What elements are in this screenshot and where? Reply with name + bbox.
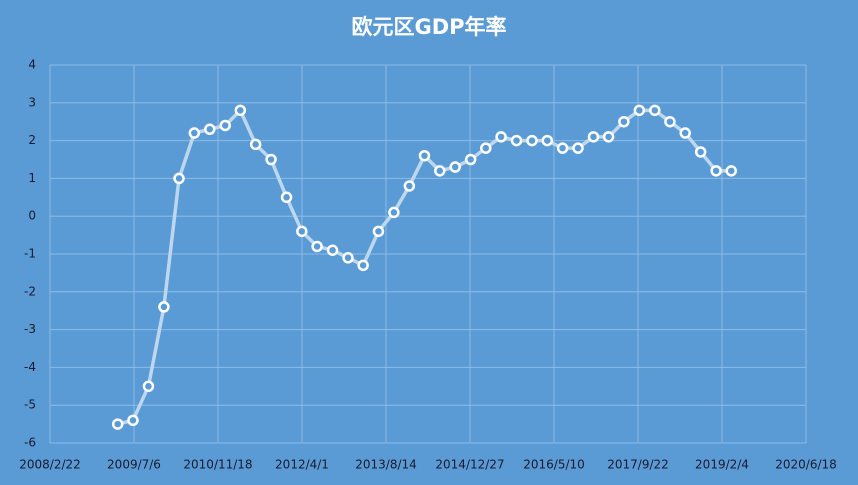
x-tick-label: 2020/6/18 (775, 458, 837, 472)
data-point (403, 180, 416, 192)
data-point (710, 165, 722, 177)
y-tick-label: -6 (24, 436, 36, 450)
y-tick-label: 3 (28, 95, 36, 109)
x-tick-label: 2014/12/27 (435, 458, 504, 472)
x-tick-label: 2017/9/22 (607, 458, 669, 472)
y-tick-label: 2 (28, 133, 36, 147)
data-point (434, 165, 446, 177)
data-point (418, 149, 431, 162)
data-point (234, 104, 247, 117)
data-point (679, 127, 691, 139)
data-point (357, 259, 369, 272)
data-point (280, 191, 293, 204)
data-point (158, 301, 170, 313)
x-tick-label: 2010/11/18 (183, 458, 252, 472)
x-tick-label: 2019/2/4 (695, 458, 749, 472)
y-tick-label: 4 (28, 58, 36, 72)
data-point (480, 142, 492, 154)
data-point (326, 244, 339, 256)
data-point (372, 225, 385, 238)
data-point (495, 131, 507, 143)
data-point (449, 161, 461, 173)
y-tick-label: -1 (24, 247, 36, 261)
data-point (618, 115, 630, 128)
data-point (265, 153, 277, 166)
y-tick-label: 1 (28, 171, 36, 185)
x-tick-label: 2009/7/6 (107, 458, 161, 472)
data-point (556, 142, 569, 154)
data-point (587, 131, 600, 143)
y-tick-label: -4 (24, 360, 36, 374)
data-point (111, 418, 124, 430)
data-point (541, 134, 554, 147)
data-point (602, 131, 615, 143)
y-tick-label: -3 (24, 322, 36, 336)
data-point (173, 172, 185, 185)
data-point (633, 104, 646, 117)
data-point (127, 414, 139, 427)
x-tick-label: 2008/2/22 (19, 458, 81, 472)
data-point (342, 252, 354, 264)
data-point (664, 115, 676, 128)
data-point (388, 206, 400, 219)
data-point (249, 138, 262, 151)
data-point (188, 127, 201, 139)
data-point (296, 225, 308, 238)
data-point (694, 146, 707, 158)
y-tick-label: -5 (24, 398, 36, 412)
data-point (464, 153, 477, 166)
y-tick-label: -2 (24, 284, 36, 298)
data-point (526, 134, 538, 147)
data-point (572, 142, 584, 154)
data-point (204, 123, 216, 136)
data-point (142, 380, 155, 393)
data-point (510, 134, 523, 147)
x-tick-label: 2013/8/14 (355, 458, 417, 472)
y-tick-label: 0 (28, 209, 36, 223)
x-tick-label: 2012/4/1 (275, 458, 329, 472)
x-tick-label: 2016/5/10 (523, 458, 585, 472)
data-point (649, 104, 661, 117)
chart-title: 欧元区GDP年率 (351, 15, 506, 39)
data-point (725, 165, 737, 177)
data-point (219, 119, 231, 132)
data-point (311, 240, 323, 253)
